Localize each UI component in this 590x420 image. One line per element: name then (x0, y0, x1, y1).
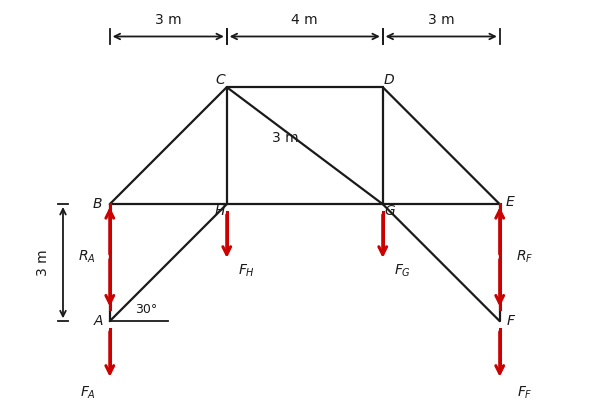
Text: 3 m: 3 m (272, 131, 299, 145)
Text: $\mathit{C}$: $\mathit{C}$ (215, 73, 227, 87)
Text: $\mathit{E}$: $\mathit{E}$ (505, 195, 516, 209)
Text: $\mathit{G}$: $\mathit{G}$ (384, 204, 396, 218)
Text: $F_G$: $F_G$ (394, 262, 411, 278)
Text: $\mathit{A}$: $\mathit{A}$ (93, 314, 104, 328)
Text: 3 m: 3 m (428, 13, 454, 27)
Text: $R_A$: $R_A$ (77, 249, 95, 265)
Text: $\mathit{D}$: $\mathit{D}$ (382, 73, 395, 87)
Text: $F_F$: $F_F$ (517, 385, 533, 402)
Text: $F_H$: $F_H$ (238, 262, 255, 278)
Text: $R_F$: $R_F$ (516, 249, 534, 265)
Text: 4 m: 4 m (291, 13, 318, 27)
Text: 3 m: 3 m (155, 13, 182, 27)
Text: 30°: 30° (135, 304, 158, 316)
Text: $\mathit{F}$: $\mathit{F}$ (506, 314, 516, 328)
Text: 3 m: 3 m (37, 249, 51, 276)
Text: $\mathit{B}$: $\mathit{B}$ (92, 197, 103, 211)
Text: $\mathit{H}$: $\mathit{H}$ (214, 204, 226, 218)
Text: $F_A$: $F_A$ (80, 385, 96, 402)
